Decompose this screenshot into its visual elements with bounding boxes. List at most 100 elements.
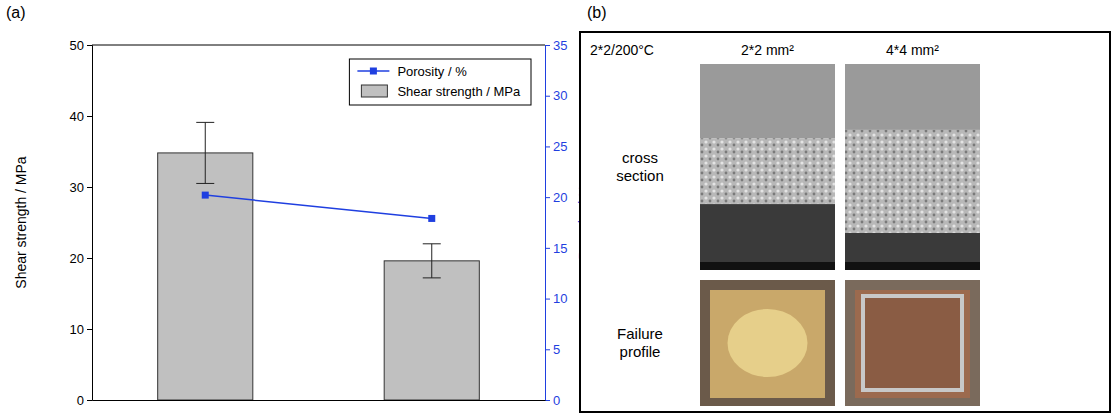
plot-marks (158, 122, 480, 400)
row-label-line: section (616, 167, 664, 184)
tick: 0 (77, 393, 92, 408)
frame-top (92, 45, 545, 46)
photo (845, 280, 980, 406)
y2-axis: 0 5 10 15 20 25 30 35 (545, 38, 567, 408)
panel-label: (b) (587, 4, 607, 21)
tick-label: 30 (70, 180, 84, 195)
line (205, 195, 432, 218)
tick: 25 (545, 139, 567, 154)
tick-label: 20 (553, 190, 567, 205)
tick-mark (87, 258, 92, 259)
column-head: 2*2 mm² (741, 42, 794, 58)
error-bar (196, 122, 214, 183)
bar (158, 153, 253, 400)
tick: 10 (545, 291, 567, 306)
y-axis: 0 10 20 30 40 50 (70, 38, 93, 408)
sem-infobar (700, 262, 835, 270)
x-axis (93, 400, 546, 402)
tick-label: 40 (70, 109, 84, 124)
tick-mark (545, 299, 550, 300)
tick: 0 (545, 393, 560, 408)
tick-label: 0 (553, 393, 560, 408)
tick: 10 (70, 322, 92, 337)
sem-infobar (845, 262, 980, 270)
row-label: Failureprofile (617, 325, 663, 360)
column-head: 4*4 mm² (886, 42, 939, 58)
bar (384, 261, 479, 400)
panel-header: 2*2/200°C (590, 42, 654, 58)
legend-swatch (370, 68, 377, 75)
sem-layer (700, 204, 835, 270)
error-cap (196, 183, 214, 184)
tick-mark (87, 187, 92, 188)
sem-image (700, 64, 835, 270)
tick: 20 (70, 251, 92, 266)
tick-mark (545, 146, 550, 147)
legend-box (349, 59, 531, 105)
error-stem (205, 122, 206, 183)
photo-pad (710, 290, 825, 398)
sem-layer (845, 130, 980, 233)
tick: 5 (545, 342, 560, 357)
legend-swatch (361, 85, 387, 97)
sem-layer (700, 138, 835, 204)
tick: 15 (545, 241, 567, 256)
axis-line (87, 46, 93, 401)
panel-frame (580, 32, 1110, 412)
tick-mark (87, 329, 92, 330)
sem-image (845, 64, 980, 270)
figure: (a) 0 10 20 30 40 50 0 5 10 15 20 25 30 35 Shear streng… (0, 0, 1117, 417)
error-cap (196, 122, 214, 123)
tick-mark (545, 400, 550, 401)
panel-label: (a) (6, 4, 26, 21)
tick-label: 5 (553, 342, 560, 357)
tick-label: 15 (553, 241, 567, 256)
tick-label: 35 (553, 38, 567, 53)
row-label-line: cross (622, 149, 658, 166)
sem-layer (700, 64, 835, 138)
axis-title: Shear strength / MPa (13, 156, 29, 289)
marker (202, 192, 209, 199)
axis-line (93, 400, 546, 401)
tick: 40 (70, 109, 92, 124)
tick-label: 10 (70, 322, 84, 337)
photo-bg (700, 280, 835, 406)
tick-label: 50 (70, 38, 84, 53)
row-label-line: profile (620, 343, 661, 360)
legend-label: Shear strength / MPa (397, 84, 521, 99)
row-label: crosssection (616, 149, 664, 184)
photo-pad (855, 290, 970, 398)
error-bar (423, 244, 441, 278)
tick: 30 (70, 180, 92, 195)
tick-mark (545, 197, 550, 198)
error-cap (423, 277, 441, 278)
tick-mark (87, 45, 92, 46)
legend: Porosity / % Shear strength / MPa (349, 59, 531, 105)
marker (428, 215, 435, 222)
tick-label: 25 (553, 139, 567, 154)
error-cap (423, 243, 441, 244)
sem-layer (845, 64, 980, 130)
tick-label: 10 (553, 291, 567, 306)
photo-bg (845, 280, 980, 406)
row-label-line: Failure (617, 325, 663, 342)
tick-mark (545, 45, 550, 46)
tick-mark (545, 96, 550, 97)
axis-line (546, 46, 551, 401)
tick: 35 (545, 38, 567, 53)
tick: 20 (545, 190, 567, 205)
sem-layer (845, 233, 980, 270)
error-stem (431, 244, 432, 278)
legend-label: Porosity / % (397, 64, 467, 79)
tick-mark (545, 248, 550, 249)
tick-label: 30 (553, 88, 567, 103)
tick-mark (87, 400, 92, 401)
photo-die (863, 296, 962, 390)
tick-mark (87, 116, 92, 117)
tick-mark (545, 349, 550, 350)
tick-label: 20 (70, 251, 84, 266)
photo-highlight (728, 309, 808, 377)
photo (700, 280, 835, 406)
tick: 50 (70, 38, 92, 53)
tick-label: 0 (77, 393, 84, 408)
